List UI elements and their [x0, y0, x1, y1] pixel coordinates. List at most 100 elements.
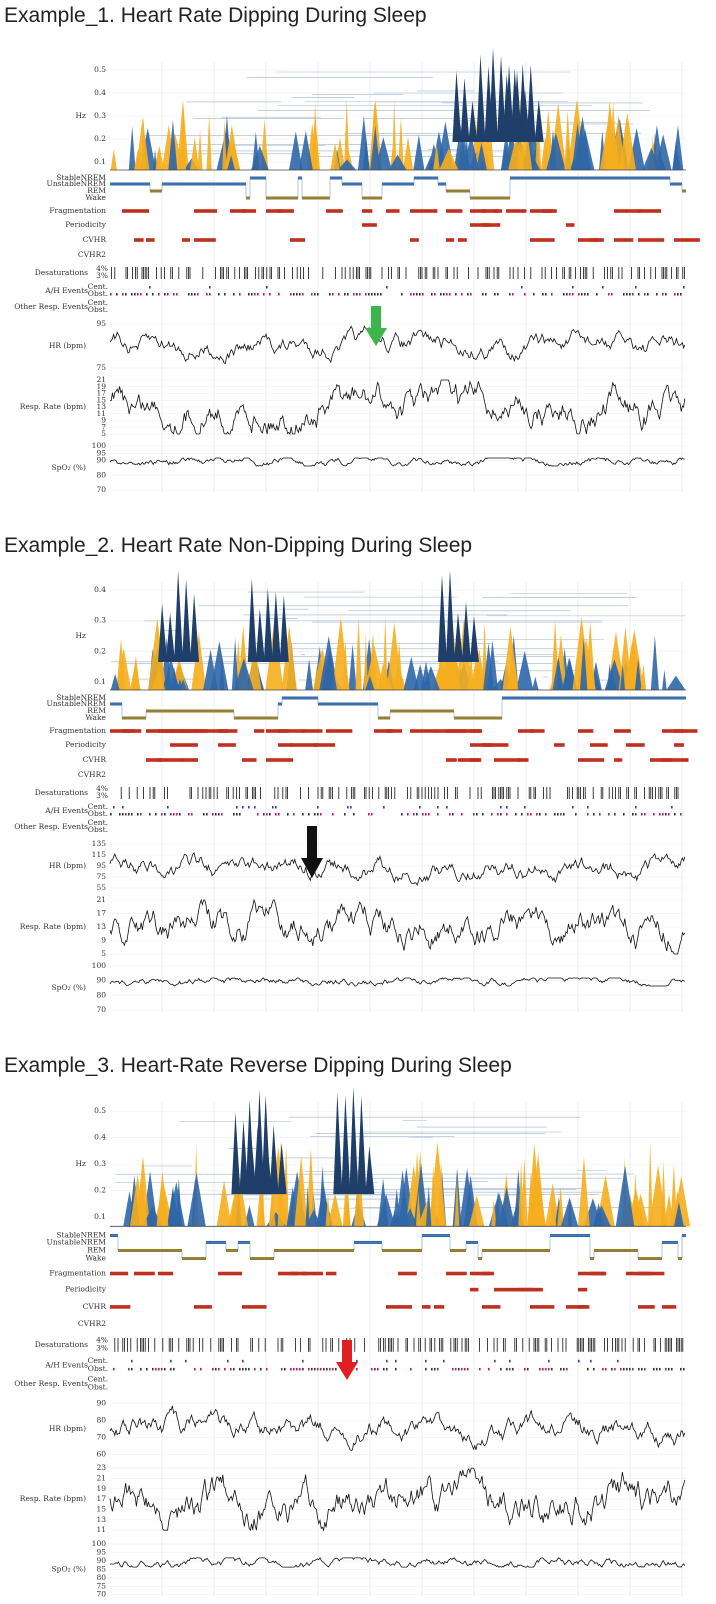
event-dot	[665, 1367, 667, 1371]
spec-peak	[495, 1192, 501, 1227]
spec-peak	[148, 618, 167, 690]
track-label: 0.1	[94, 677, 106, 686]
spec-peak	[206, 114, 212, 170]
spec-peak	[579, 637, 588, 690]
event-bar	[494, 209, 503, 213]
event-bar	[194, 729, 208, 733]
spec-peak	[672, 140, 680, 170]
event-bar	[146, 238, 155, 242]
spec-peak-dark	[484, 66, 494, 142]
track-label: Obst.	[88, 305, 108, 314]
event-dot	[641, 1367, 643, 1371]
event-dot	[410, 1367, 412, 1371]
event-dot	[206, 813, 208, 816]
event-dot	[512, 1367, 514, 1371]
event-dot	[137, 813, 139, 816]
track-label: Cent.	[88, 802, 108, 811]
track-label: Cent.	[88, 1374, 108, 1383]
track-label: 75	[96, 872, 106, 881]
stage-line	[110, 177, 686, 199]
spec-peak	[476, 142, 487, 170]
event-dot	[437, 1367, 439, 1371]
event-dot	[677, 293, 679, 296]
event-bar	[458, 238, 467, 242]
event-dot	[239, 813, 241, 816]
event-dot	[377, 1367, 379, 1371]
event-dot	[632, 813, 634, 816]
event-bar	[470, 1271, 491, 1276]
event-dot	[521, 286, 523, 289]
event-dot	[317, 1367, 319, 1371]
track-label: 3%	[96, 271, 108, 280]
stage-line	[110, 697, 686, 719]
event-bar	[386, 729, 403, 733]
track-label: CVHR2	[78, 250, 106, 259]
event-bar	[530, 729, 545, 733]
track-label: Obst.	[88, 289, 108, 298]
event-dot	[131, 1359, 133, 1363]
event-bar	[290, 1271, 307, 1276]
event-bar	[638, 238, 665, 242]
event-bar	[482, 1271, 494, 1276]
track-label: 95	[96, 319, 106, 328]
spec-peak	[327, 1192, 343, 1227]
event-dot	[266, 286, 268, 289]
event-dot	[317, 293, 319, 296]
event-dot	[317, 813, 319, 816]
spec-peak-dark	[190, 593, 200, 662]
spec-peak-dark	[453, 612, 463, 662]
event-bar	[662, 758, 689, 762]
event-dot	[413, 813, 415, 816]
spec-peak	[134, 148, 142, 170]
green-arrow	[365, 306, 387, 346]
event-bar	[470, 758, 480, 762]
event-bar	[530, 1305, 555, 1309]
event-dot	[512, 293, 514, 296]
event-bar	[494, 758, 521, 762]
event-dot	[161, 813, 163, 816]
event-dot	[680, 293, 682, 296]
event-dot	[533, 293, 535, 296]
spec-peak	[650, 635, 659, 690]
spec-peak	[342, 639, 349, 690]
event-dot	[296, 1367, 298, 1371]
track-label: Periodicity	[65, 1285, 106, 1294]
event-dot	[209, 293, 211, 296]
event-dot	[455, 293, 457, 296]
spec-peak	[168, 119, 178, 170]
spec-peak	[550, 1200, 557, 1227]
event-dot	[524, 1367, 526, 1371]
event-dot	[509, 1359, 511, 1363]
event-dot	[212, 1367, 214, 1371]
event-bar	[674, 238, 700, 242]
event-bar	[590, 238, 604, 242]
spec-peak	[628, 640, 634, 690]
spec-peak	[247, 641, 262, 690]
spec-peak	[459, 1168, 476, 1227]
event-dot	[506, 813, 508, 816]
event-dot	[611, 1367, 613, 1371]
event-dot	[665, 293, 667, 296]
event-bar	[446, 209, 463, 213]
event-dot	[566, 1367, 568, 1371]
spec-peak-dark	[476, 54, 486, 142]
event-dot	[461, 293, 463, 296]
event-dot	[599, 813, 601, 816]
event-dot	[566, 293, 568, 296]
event-dot	[434, 293, 436, 296]
event-dot	[656, 293, 658, 296]
spec-peak	[660, 1161, 667, 1227]
event-bar	[662, 729, 685, 733]
event-dot	[395, 1359, 397, 1363]
event-dot	[434, 1367, 436, 1371]
track-label: 5	[101, 949, 106, 958]
spec-peak	[305, 658, 313, 690]
event-dot	[242, 1367, 244, 1371]
event-dot	[311, 293, 313, 296]
spec-peak	[454, 1177, 460, 1227]
spec-peak-dark	[452, 70, 462, 142]
event-dot	[323, 1367, 325, 1371]
event-dot	[314, 813, 316, 816]
event-dot	[293, 293, 295, 296]
track-label: Cent.	[88, 298, 108, 307]
